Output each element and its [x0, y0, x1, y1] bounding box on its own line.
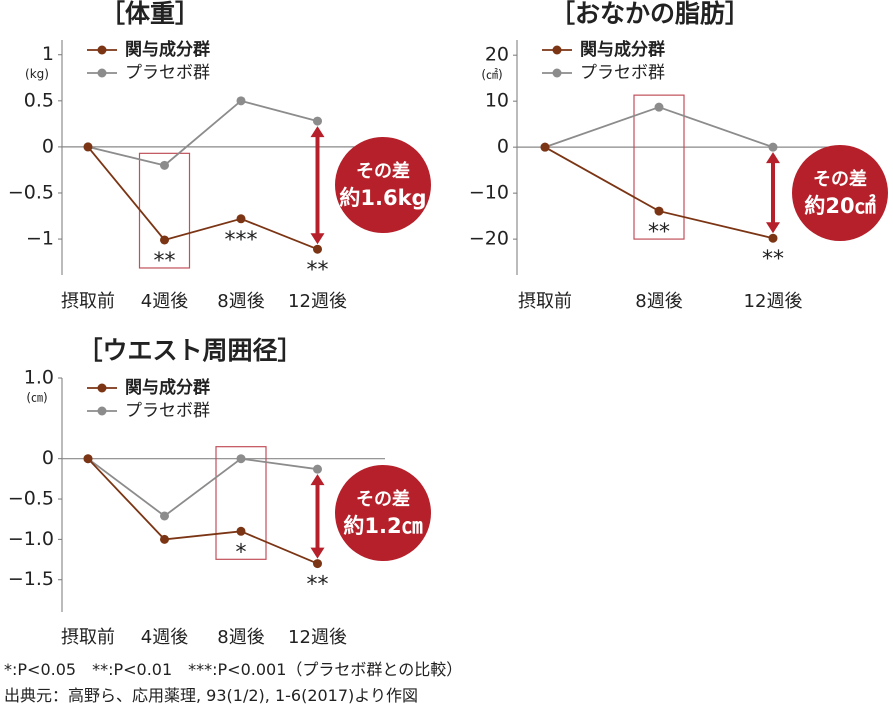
- data-point: [160, 235, 169, 245]
- data-point: [236, 214, 246, 224]
- data-point: [83, 142, 93, 152]
- series-line: [87, 146, 318, 251]
- significance-mark: *: [236, 540, 247, 565]
- significance-mark: ***: [225, 228, 258, 253]
- data-point: [313, 244, 322, 254]
- significance-mark: **: [648, 220, 670, 245]
- series-line: [87, 457, 318, 518]
- y-tick-label: −20: [469, 228, 509, 250]
- arrow-head: [766, 152, 780, 164]
- unit-label: (㎠): [481, 68, 502, 82]
- callout-text: その差: [356, 160, 410, 182]
- callout-text: 約20㎠: [804, 194, 875, 218]
- x-tick-label: 12週後: [288, 627, 347, 648]
- y-tick-label: −0.5: [8, 181, 54, 203]
- data-point: [540, 142, 550, 152]
- callout-circle: [335, 137, 431, 233]
- x-tick-label: 8週後: [217, 627, 264, 648]
- data-point: [160, 160, 169, 170]
- y-tick-label: 1: [42, 43, 54, 65]
- legend-label: 関与成分群: [580, 39, 665, 60]
- data-point: [236, 526, 246, 536]
- legend-label: 関与成分群: [125, 377, 210, 398]
- arrow-head: [766, 222, 780, 234]
- data-point: [83, 454, 93, 464]
- legend-marker: [552, 68, 562, 78]
- legend-marker: [552, 45, 562, 55]
- x-tick-label: 摂取前: [518, 291, 572, 312]
- arrow-head: [310, 474, 325, 486]
- data-point: [768, 233, 778, 243]
- y-tick-label: 0: [42, 135, 54, 157]
- significance-mark: **: [762, 247, 784, 272]
- callout-circle: [335, 465, 431, 561]
- significance-mark: **: [307, 258, 329, 283]
- callout-circle: [792, 145, 888, 241]
- source-note: 出典元：高野ら、応用薬理, 93(1/2), 1-6(2017)より作図: [4, 686, 418, 705]
- legend-label: プラセボ群: [125, 401, 210, 421]
- y-tick-label: 0: [497, 136, 509, 158]
- y-tick-label: 10: [485, 90, 509, 112]
- data-point: [160, 511, 169, 521]
- arrow-head: [310, 126, 325, 138]
- y-tick-label: −10: [469, 182, 509, 204]
- y-tick-label: 1.0: [24, 367, 54, 389]
- series-line: [87, 458, 318, 565]
- callout-text: 約1.6kg: [339, 186, 426, 210]
- y-tick-label: 0.5: [24, 89, 54, 111]
- data-point: [654, 102, 664, 112]
- data-point: [654, 206, 664, 216]
- data-point: [313, 116, 322, 126]
- y-tick-label: −1.5: [8, 568, 54, 590]
- data-point: [313, 464, 322, 474]
- y-tick-label: 0: [42, 447, 54, 469]
- y-tick-label: −1: [26, 228, 54, 250]
- charts: ［体重］10.50−0.5−1(kg)摂取前 4週後 8週後 12週後その差約1.6k…: [8, 0, 888, 648]
- legend-marker: [97, 406, 107, 416]
- chart-title: ［おなかの脂肪］: [550, 0, 750, 28]
- unit-label: (kg): [25, 67, 49, 81]
- y-tick-label: −0.5: [8, 488, 54, 510]
- significance-mark: **: [154, 249, 176, 274]
- arrow-head: [310, 547, 325, 559]
- callout-text: 約1.2㎝: [343, 514, 422, 538]
- data-point: [236, 96, 246, 106]
- significance-mark: **: [307, 573, 329, 598]
- x-tick-label: 12週後: [288, 291, 347, 312]
- unit-label: (㎝): [26, 391, 47, 405]
- data-point: [313, 559, 322, 569]
- x-tick-label: 12週後: [744, 291, 803, 312]
- y-tick-label: 20: [485, 44, 509, 66]
- x-tick-label: 摂取前: [61, 627, 115, 648]
- x-tick-label: 4週後: [141, 627, 188, 648]
- callout-text: その差: [356, 488, 410, 510]
- callout-text: その差: [813, 168, 867, 190]
- highlight-box: [215, 446, 267, 560]
- legend-marker: [97, 383, 107, 393]
- x-tick-label: 8週後: [217, 291, 264, 312]
- legend-label: プラセボ群: [125, 63, 210, 83]
- series-line: [544, 106, 774, 149]
- chart-title: ［体重］: [100, 0, 200, 28]
- legend-label: 関与成分群: [125, 39, 210, 60]
- y-tick-label: −1.0: [8, 528, 54, 550]
- series-line: [87, 99, 318, 167]
- significance-note: *:P<0.05 **:P<0.01 ***:P<0.001（プラセボ群との比較…: [4, 660, 463, 679]
- x-tick-label: 4週後: [141, 291, 188, 312]
- legend-marker: [97, 68, 107, 78]
- arrow-head: [310, 233, 325, 245]
- chart-title: ［ウエスト周囲径］: [77, 336, 302, 365]
- legend-label: プラセボ群: [580, 63, 665, 83]
- data-point: [236, 454, 246, 464]
- legend-marker: [97, 45, 107, 55]
- data-point: [768, 142, 778, 152]
- highlight-box: [633, 94, 685, 240]
- data-point: [160, 534, 169, 544]
- x-tick-label: 8週後: [635, 291, 682, 312]
- x-tick-label: 摂取前: [61, 291, 115, 312]
